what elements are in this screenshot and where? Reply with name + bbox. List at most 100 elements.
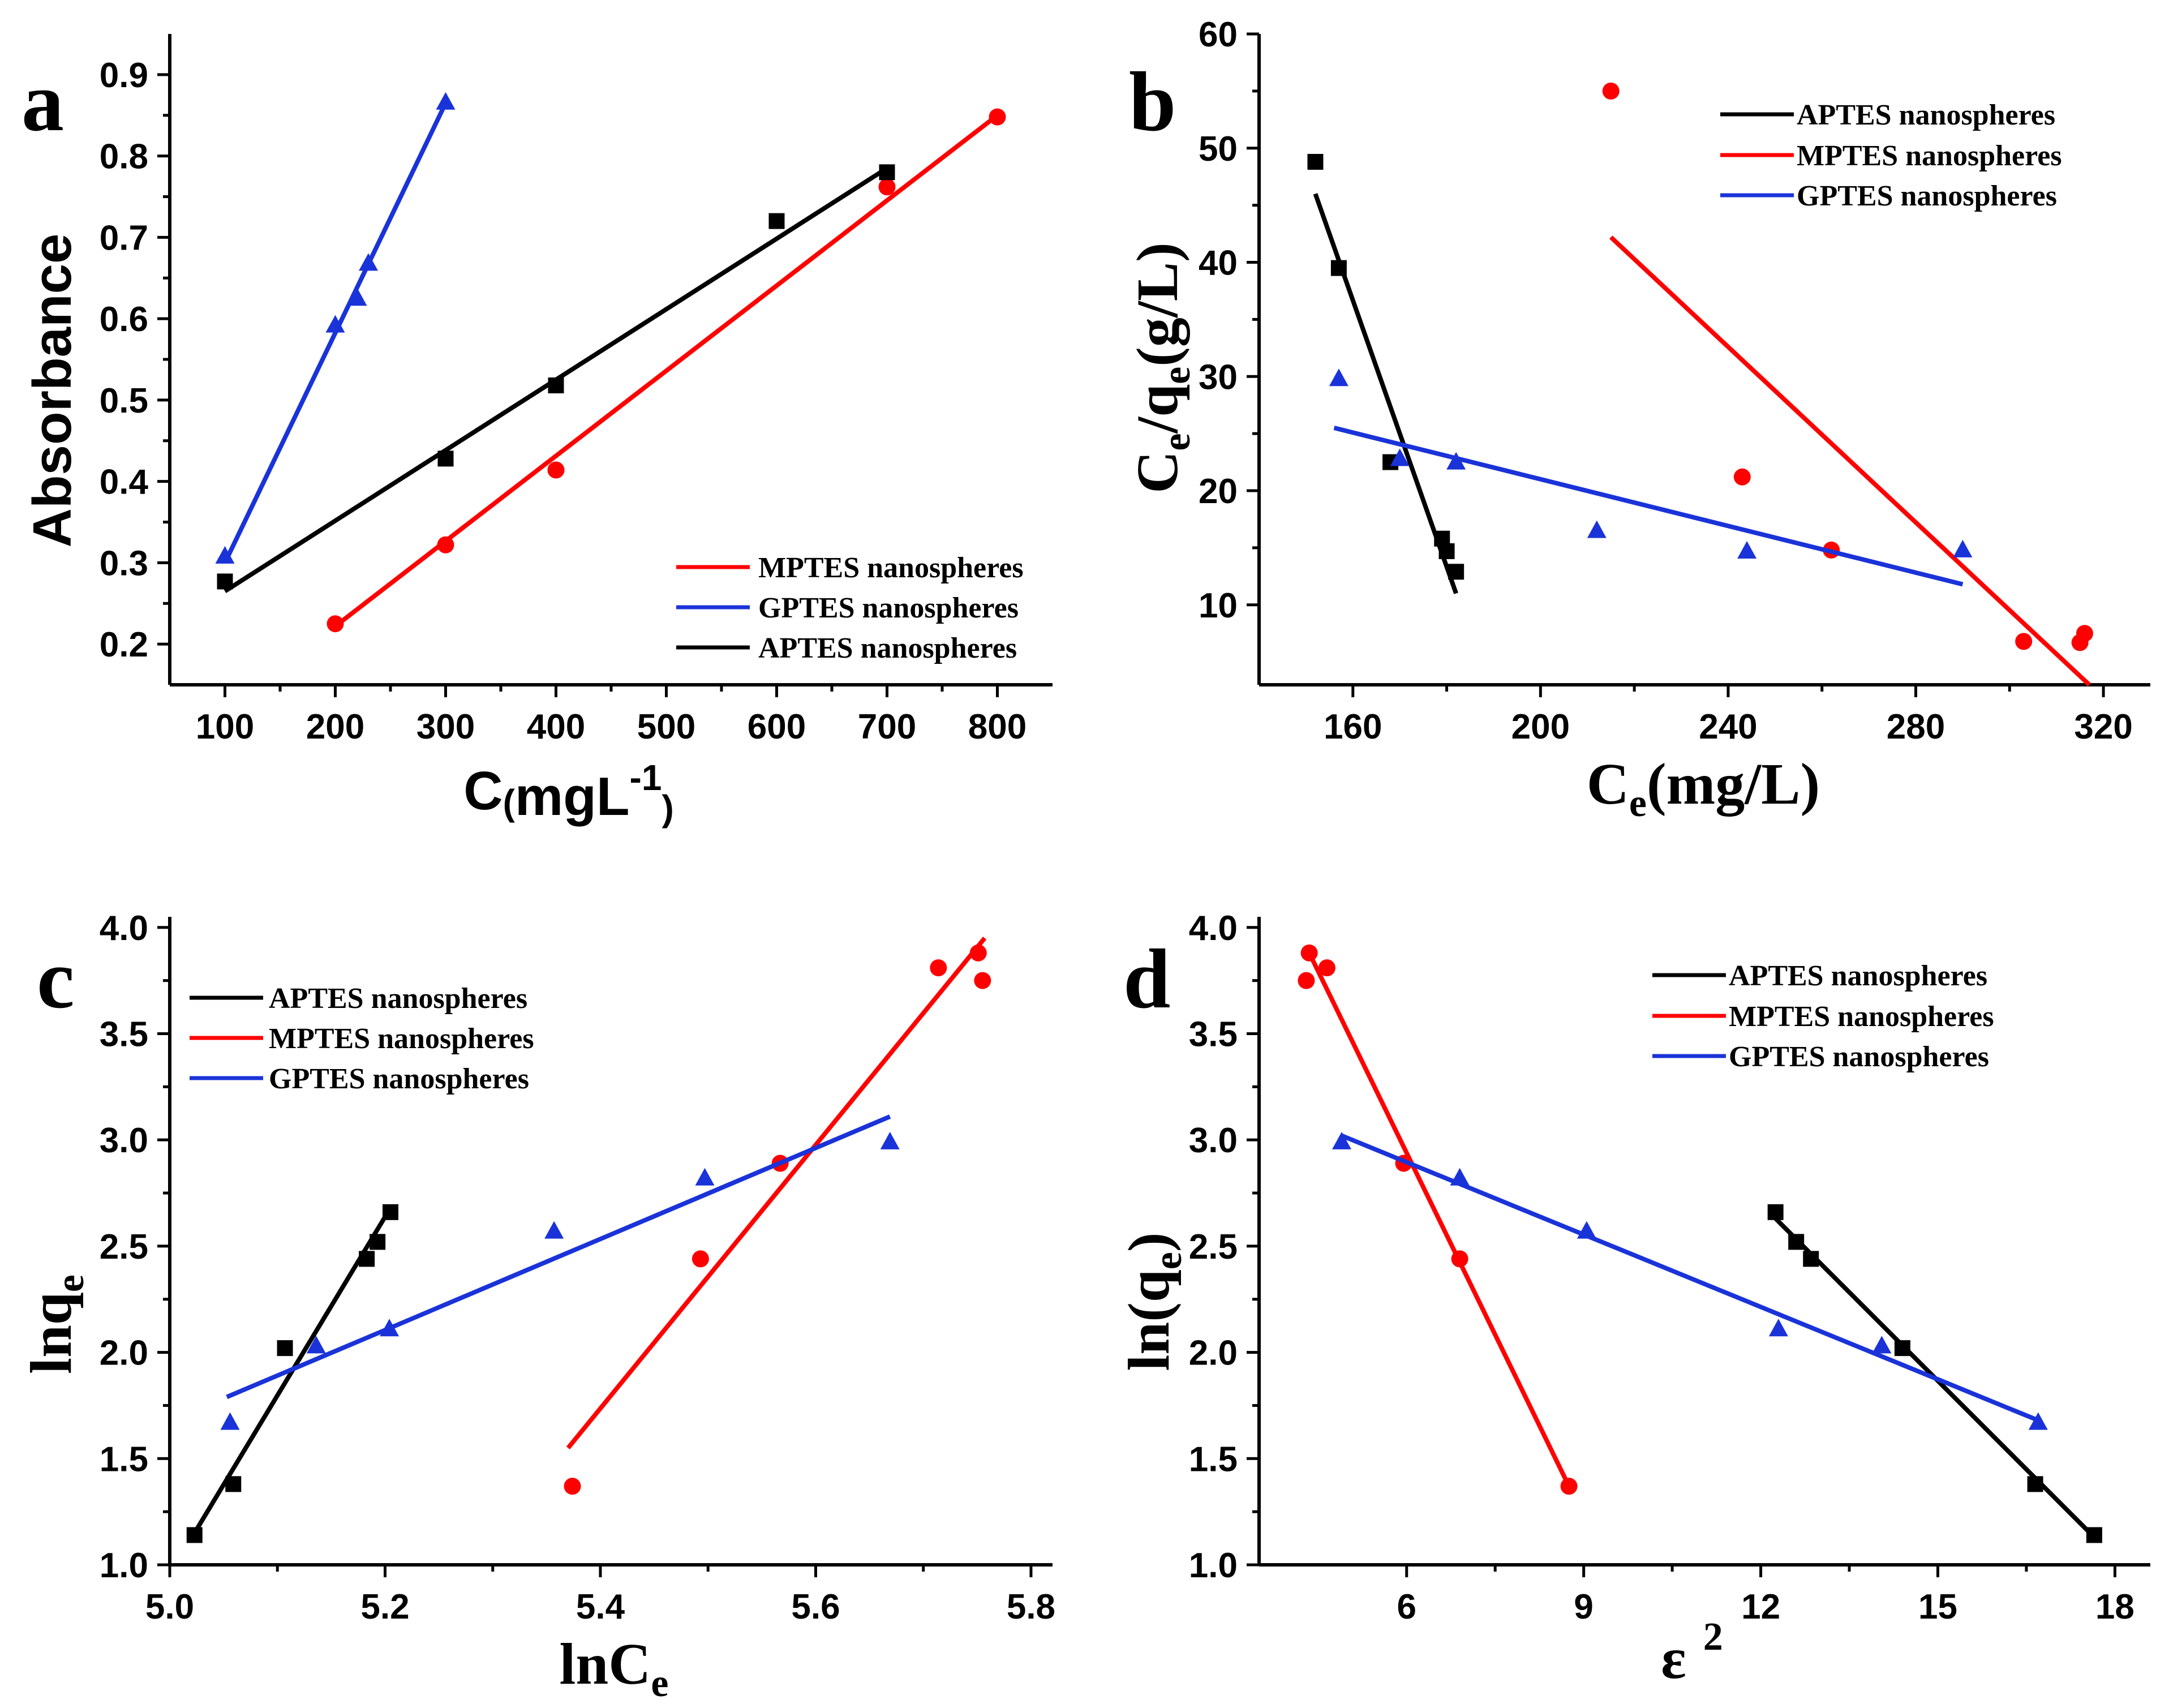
data-point xyxy=(436,92,456,110)
y-tick-label: 20 xyxy=(1199,472,1238,511)
series-gptes xyxy=(1329,368,1973,587)
x-tick-label: 200 xyxy=(1511,707,1570,746)
y-tick-label: 50 xyxy=(1199,130,1238,169)
series-aptes xyxy=(186,1204,398,1543)
series-gptes xyxy=(215,92,456,564)
y-tick-label: 4.0 xyxy=(100,909,148,948)
data-point xyxy=(2027,1476,2043,1492)
x-tick-label: 500 xyxy=(637,707,695,746)
panel-a-legend: MPTES nanospheres GPTES nanospheres APTE… xyxy=(676,552,1024,664)
y-tick-label: 0.3 xyxy=(100,544,148,583)
x-tick-label: 200 xyxy=(306,707,364,746)
data-point xyxy=(383,1204,398,1220)
panel-c-legend: APTES nanospheres MPTES nanospheres GPTE… xyxy=(190,982,534,1095)
panel-b-xlabel: Ce(mg/L) xyxy=(1587,752,1820,825)
data-point xyxy=(347,288,367,306)
data-point xyxy=(1300,944,1318,962)
data-point xyxy=(1560,1478,1578,1495)
data-point xyxy=(1894,1340,1910,1357)
data-point xyxy=(1587,520,1607,538)
fit-line xyxy=(566,937,987,1450)
panel-b: b Ce/qe(g/L) Ce(mg/L) APTES nanospheres … xyxy=(1125,55,2062,825)
x-tick-label: 300 xyxy=(416,707,475,746)
data-point xyxy=(1446,452,1466,470)
data-point xyxy=(989,108,1006,126)
data-point xyxy=(2076,625,2093,642)
data-point xyxy=(1298,972,1315,989)
legend-label-gptes: GPTES nanospheres xyxy=(758,592,1019,624)
x-tick-label: 9 xyxy=(1574,1587,1593,1627)
panel-b-plot: 160 200 240 280 320 10 20 30 40 50 60 xyxy=(1199,15,2150,746)
x-tick-label: 700 xyxy=(858,707,916,746)
data-point xyxy=(359,253,378,271)
data-point xyxy=(1329,368,1348,387)
data-point xyxy=(880,1131,900,1149)
y-tick-label: 0.4 xyxy=(100,463,149,502)
data-point xyxy=(547,461,565,479)
panel-c: c lnqe lnCe APTES nanospheres MPTES nano… xyxy=(19,932,668,1705)
legend-label-gptes: GPTES nanospheres xyxy=(269,1063,529,1095)
panel-a-xlabel: C(mgL-1) xyxy=(463,757,674,829)
data-point xyxy=(186,1527,203,1543)
data-point xyxy=(548,377,564,393)
legend-label-mptes: MPTES nanospheres xyxy=(1729,1001,1994,1033)
data-point xyxy=(327,615,344,633)
y-tick-label: 2.0 xyxy=(100,1334,148,1373)
legend-label-aptes: APTES nanospheres xyxy=(1729,960,1987,992)
y-tick-label: 2.5 xyxy=(100,1228,148,1267)
x-tick-label: 800 xyxy=(968,707,1026,746)
data-point xyxy=(930,959,947,977)
y-tick-label: 0.2 xyxy=(100,625,148,664)
x-tick-label: 6 xyxy=(1397,1587,1416,1627)
data-point xyxy=(1330,260,1347,276)
x-tick-label: 160 xyxy=(1324,707,1382,746)
y-tick-label: 0.7 xyxy=(100,218,148,258)
y-tick-label: 3.5 xyxy=(1189,1015,1238,1054)
panel-a-letter: a xyxy=(22,55,64,149)
x-tick-label: 5.4 xyxy=(576,1587,625,1627)
data-point xyxy=(1788,1234,1805,1250)
y-tick-label: 4.0 xyxy=(1189,909,1238,948)
series-mptes xyxy=(1298,944,1578,1495)
panel-a: a Absorbance C(mgL-1) MPTES nanospheres … xyxy=(0,0,1024,829)
panel-a-background xyxy=(0,0,1,1)
legend-label-aptes: APTES nanospheres xyxy=(1797,99,2055,131)
data-point xyxy=(1307,153,1324,170)
data-point xyxy=(1602,82,1620,100)
data-point xyxy=(2015,633,2033,650)
x-tick-label: 400 xyxy=(527,707,585,746)
data-point xyxy=(437,450,454,467)
legend-label-gptes: GPTES nanospheres xyxy=(1729,1041,1989,1073)
y-tick-label: 1.0 xyxy=(1189,1546,1238,1585)
panel-c-letter: c xyxy=(37,932,75,1026)
x-tick-label: 320 xyxy=(2074,707,2132,746)
data-point xyxy=(370,1234,386,1250)
data-point xyxy=(380,1319,400,1337)
data-point xyxy=(1451,1250,1468,1268)
data-point xyxy=(969,944,987,962)
data-point xyxy=(2028,1412,2048,1430)
x-tick-label: 12 xyxy=(1741,1587,1780,1627)
y-tick-label: 10 xyxy=(1199,586,1238,625)
legend-label-mptes: MPTES nanospheres xyxy=(758,552,1024,584)
fit-line xyxy=(1609,235,2091,686)
fit-line xyxy=(1341,1133,2039,1423)
x-tick-label: 18 xyxy=(2095,1587,2134,1627)
fit-line xyxy=(1307,952,1571,1487)
panel-c-plot: 5.0 5.2 5.4 5.6 5.8 1.0 1.5 2.0 2.5 3.0 3.5 4.0 xyxy=(100,909,1055,1627)
fit-line xyxy=(222,102,448,564)
data-point xyxy=(768,213,785,229)
data-point xyxy=(306,1336,326,1354)
data-point xyxy=(1767,1204,1784,1220)
data-point xyxy=(1318,959,1335,977)
y-tick-label: 1.5 xyxy=(100,1440,148,1479)
panel-a-plot: 100 200 300 400 500 600 700 800 0.2 0.3 0.4 0.5 0.6 0… xyxy=(100,34,1053,746)
panel-a-ylabel: Absorbance xyxy=(22,234,83,548)
y-tick-label: 1.0 xyxy=(100,1546,148,1585)
series-gptes xyxy=(1332,1131,2048,1430)
legend-label-gptes: GPTES nanospheres xyxy=(1797,180,2057,212)
data-point xyxy=(277,1340,293,1357)
x-tick-label: 5.2 xyxy=(360,1587,409,1627)
